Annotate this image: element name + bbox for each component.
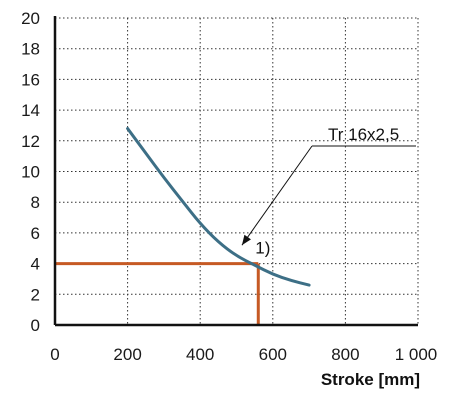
y-tick-label-8: 16: [21, 70, 40, 89]
series-line-0: [126, 127, 311, 287]
reference-lines: [55, 262, 260, 325]
axes: [53, 16, 418, 327]
x-tick-label-2: 400: [186, 345, 214, 364]
annotation-arrowhead: [241, 234, 251, 246]
annotation-series-label: Tr 16x2,5: [328, 125, 399, 144]
y-tick-label-2: 4: [31, 255, 40, 274]
x-tick-label-0: 0: [50, 345, 59, 364]
x-axis-label: Stroke [mm]: [321, 370, 420, 389]
y-tick-label-6: 12: [21, 132, 40, 151]
annotation-footnote-marker: 1): [255, 239, 270, 258]
y-tick-label-1: 2: [31, 285, 40, 304]
y-tick-label-10: 20: [21, 9, 40, 28]
annotation-layer: Tr 16x2,5 1): [241, 125, 416, 258]
annotation-leader-line: [241, 145, 313, 246]
y-tick-label-5: 10: [21, 163, 40, 182]
y-tick-label-0: 0: [31, 316, 40, 335]
x-tick-label-1: 200: [113, 345, 141, 364]
series-layer: [126, 127, 311, 287]
grid: [55, 17, 419, 325]
x-tick-label-3: 600: [259, 345, 287, 364]
y-tick-label-4: 8: [31, 193, 40, 212]
y-tick-label-7: 14: [21, 101, 40, 120]
y-tick-label-3: 6: [31, 224, 40, 243]
x-tick-label-5: 1 000: [395, 345, 438, 364]
y-tick-label-9: 18: [21, 40, 40, 59]
x-tick-label-4: 800: [331, 345, 359, 364]
